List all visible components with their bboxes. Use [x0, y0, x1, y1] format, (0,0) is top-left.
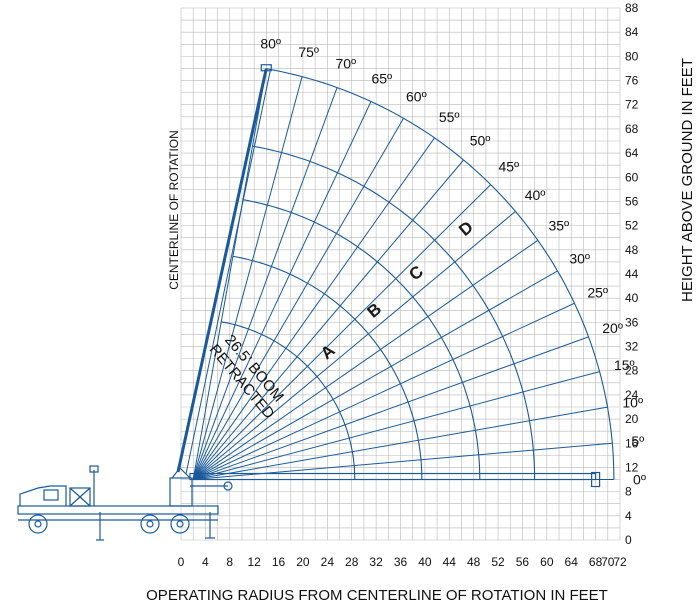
boom-angle-ray — [192, 76, 303, 480]
angle-label: 75º — [298, 44, 319, 60]
angle-label: 70º — [335, 56, 356, 72]
y-tick-label: 80 — [625, 49, 639, 63]
angle-label: 20º — [602, 320, 623, 336]
zone-label: A — [317, 341, 339, 363]
y-tick-label: 24 — [625, 388, 639, 402]
boom-angle-ray — [192, 239, 539, 480]
angle-label: 45º — [498, 159, 519, 175]
y-tick-label: 40 — [625, 291, 639, 305]
range-arc — [242, 199, 481, 480]
y-tick-label: 8 — [625, 485, 632, 499]
boom-rest-pin — [223, 481, 233, 491]
x-tick-label: 4 — [202, 555, 209, 569]
x-tick-label: 28 — [345, 555, 359, 569]
range-arc — [232, 255, 423, 480]
range-arc — [266, 68, 615, 480]
x-tick-label: 12 — [247, 555, 261, 569]
y-tick-label: 48 — [625, 243, 639, 257]
y-tick-label: 0 — [625, 533, 632, 547]
angle-label: 65º — [371, 70, 392, 86]
y-tick-label: 28 — [625, 364, 639, 378]
boom-angle-ray — [192, 87, 338, 480]
x-tick-label: 68 — [589, 555, 603, 569]
x-tick-label: 32 — [369, 555, 383, 569]
angle-label: 5º — [631, 433, 644, 449]
boom-main — [176, 68, 268, 473]
x-tick-label: 64 — [565, 555, 579, 569]
y-tick-label: 44 — [625, 267, 639, 281]
angle-label: 80º — [260, 36, 281, 52]
y-tick-label: 56 — [625, 194, 639, 208]
x-tick-label: 36 — [394, 555, 408, 569]
y-tick-label: 68 — [625, 122, 639, 136]
truck-crane-icon — [17, 64, 601, 541]
angle-label: 35º — [548, 218, 569, 234]
x-tick-label: 56 — [516, 555, 530, 569]
x-tick-label: 8 — [226, 555, 233, 569]
x-tick-label: 40 — [418, 555, 432, 569]
boom-angle-ray — [192, 118, 404, 480]
y-tick-labels: 0481216202428323640444852566064687276808… — [625, 1, 639, 547]
y-tick-label: 12 — [625, 460, 639, 474]
y-tick-label: 72 — [625, 98, 639, 112]
boom-angle-ray — [192, 137, 435, 480]
angle-label: 25º — [587, 285, 608, 301]
angle-label: 40º — [525, 187, 546, 203]
angle-label: 55º — [439, 109, 460, 125]
x-tick-label: 48 — [467, 555, 481, 569]
range-arc — [252, 145, 536, 480]
x-tick-label: 44 — [443, 555, 457, 569]
boom-edge — [185, 70, 271, 475]
boom-horizontal-tip — [591, 471, 601, 488]
range-arcs — [221, 68, 615, 480]
y-tick-label: 4 — [625, 509, 632, 523]
x-tick-label: 72 — [613, 555, 627, 569]
x-tick-label: 60 — [540, 555, 554, 569]
centerline-label: CENTERLINE OF ROTATION — [167, 130, 181, 290]
angle-label: 50º — [470, 133, 491, 149]
y-axis-title: HEIGHT ABOVE GROUND IN FEET — [679, 58, 696, 302]
angle-label: 0º — [633, 472, 646, 488]
y-tick-label: 84 — [625, 25, 639, 39]
y-tick-label: 64 — [625, 146, 639, 160]
boom-angle-rays — [192, 68, 614, 481]
y-tick-label: 16 — [625, 436, 639, 450]
boom-angle-ray — [193, 371, 600, 481]
boom-angle-ray — [192, 211, 516, 480]
boom-angle-ray — [192, 184, 492, 480]
x-tick-label: 24 — [321, 555, 335, 569]
grid — [180, 7, 621, 541]
boom-angle-ray — [193, 336, 589, 481]
angle-label: 30º — [569, 250, 590, 266]
y-tick-label: 76 — [625, 74, 639, 88]
y-tick-label: 20 — [625, 412, 639, 426]
boom-angle-ray — [192, 302, 575, 480]
y-tick-label: 36 — [625, 315, 639, 329]
boom-angle-ray — [192, 159, 465, 480]
boom-angle-ray — [192, 270, 558, 480]
y-tick-label: 60 — [625, 170, 639, 184]
x-tick-label: 52 — [491, 555, 505, 569]
boom-angle-ray — [193, 406, 608, 481]
y-tick-label: 88 — [625, 1, 639, 15]
range-arc — [221, 321, 356, 480]
boom-tip — [260, 64, 272, 72]
y-tick-label: 52 — [625, 219, 639, 233]
x-tick-label: 0 — [178, 555, 185, 569]
x-tick-label: 20 — [296, 555, 310, 569]
x-axis-title: OPERATING RADIUS FROM CENTERLINE OF ROTA… — [146, 587, 608, 604]
boom-angle-ray — [192, 101, 372, 480]
boom-horizontal — [189, 472, 597, 481]
x-tick-label: 70 — [601, 555, 615, 569]
angle-label: 15º — [614, 357, 635, 373]
angle-label: 60º — [406, 88, 427, 104]
angle-label: 10º — [622, 395, 643, 411]
boom-angle-ray — [192, 68, 267, 480]
x-tick-label: 16 — [272, 555, 286, 569]
y-tick-label: 32 — [625, 340, 639, 354]
zone-label: B — [363, 299, 385, 321]
